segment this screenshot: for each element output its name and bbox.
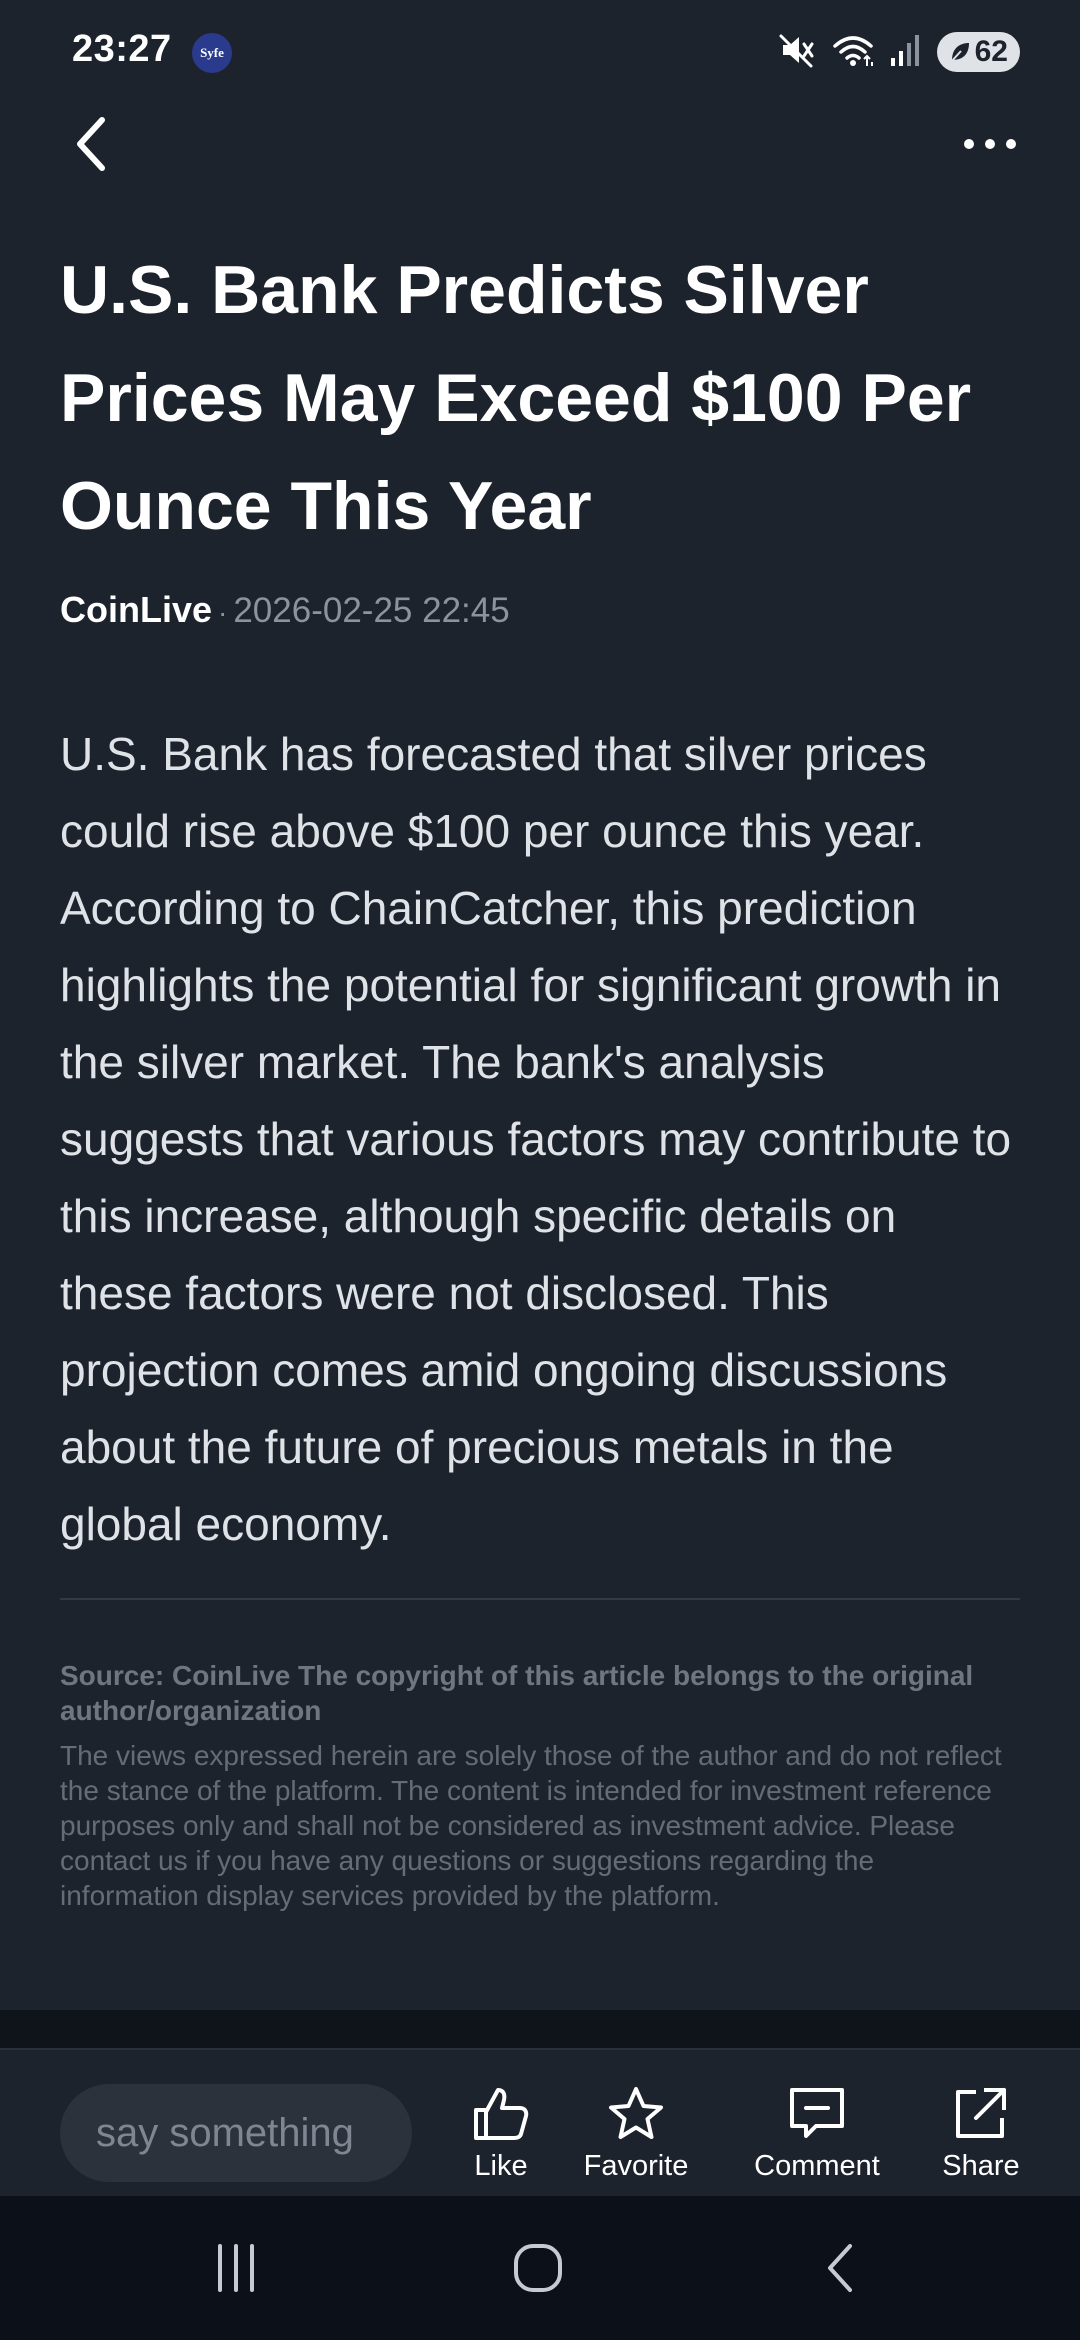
like-label: Like [474, 2150, 528, 2182]
action-bar: Like Favorite Comment Share [0, 2048, 1080, 2198]
system-navigation-bar [0, 2196, 1080, 2340]
comment-input[interactable] [60, 2084, 412, 2182]
battery-saver-icon [949, 43, 969, 63]
article-body: U.S. Bank has forecasted that silver pri… [60, 728, 1012, 1550]
home-icon [514, 2244, 562, 2292]
recents-icon [218, 2244, 254, 2292]
share-button[interactable]: Share [936, 2084, 1026, 2194]
status-icons: 62 [777, 30, 1020, 74]
home-button[interactable] [498, 2232, 578, 2304]
copyright-notice: Source: CoinLive The copyright of this a… [60, 1660, 974, 1726]
back-arrow-icon [828, 2244, 852, 2292]
thumbs-up-icon [474, 2088, 529, 2140]
more-horizontal-icon [964, 139, 1016, 149]
meta-separator: · [218, 597, 228, 628]
system-back-button[interactable] [802, 2232, 882, 2304]
section-gap [0, 2010, 1080, 2048]
battery-indicator: 62 [936, 32, 1020, 72]
share-label: Share [942, 2150, 1020, 2182]
more-options-button[interactable] [952, 112, 1028, 176]
comment-button[interactable]: Comment [748, 2084, 886, 2194]
article-source[interactable]: CoinLive [60, 589, 213, 630]
favorite-button[interactable]: Favorite [580, 2084, 692, 2194]
battery-level: 62 [974, 35, 1008, 68]
share-icon [956, 2088, 1006, 2138]
back-button[interactable] [60, 112, 124, 176]
article-date: 2026-02-25 22:45 [233, 591, 510, 630]
like-button[interactable]: Like [464, 2084, 538, 2194]
status-bar: 23:27 Syfe [0, 0, 1080, 110]
favorite-label: Favorite [583, 2150, 689, 2182]
recent-apps-button[interactable] [196, 2232, 276, 2304]
wifi-icon [831, 30, 875, 75]
chevron-left-icon [77, 117, 105, 171]
content-divider [60, 1598, 1020, 1600]
disclaimer-text: The views expressed herein are solely th… [60, 1740, 1002, 1911]
comment-icon [790, 2088, 844, 2138]
notification-app-icon: Syfe [192, 33, 232, 73]
article-meta: CoinLive · 2026-02-25 22:45 [60, 580, 1020, 643]
mute-icon [777, 30, 817, 75]
status-time: 23:27 [72, 28, 172, 70]
article-title: U.S. Bank Predicts Silver Prices May Exc… [60, 252, 972, 544]
comment-label: Comment [754, 2150, 880, 2182]
star-icon [609, 2087, 663, 2139]
signal-icon [889, 30, 923, 75]
